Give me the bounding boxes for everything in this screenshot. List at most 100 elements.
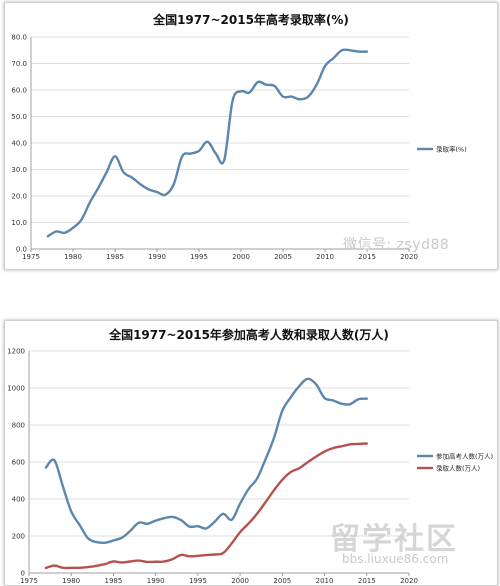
chart1-y-tick-label: 200 [12, 533, 25, 541]
chart0-x-tick-label: 2005 [274, 253, 292, 261]
chart1-data-point [104, 542, 106, 544]
chart1-data-point [87, 537, 89, 539]
chart1-data-point [307, 461, 309, 463]
chart0-data-point [248, 92, 250, 94]
chart0-data-point [265, 84, 267, 86]
chart0-y-tick-label: 80.0 [11, 34, 27, 42]
chart0-data-point [358, 51, 360, 53]
chart1-data-point [324, 450, 326, 453]
chart0-data-point [274, 85, 276, 87]
chart0-y-tick-label: 0.0 [16, 246, 27, 254]
chart1-data-point [138, 522, 140, 524]
chart1-x-tick-label: 2010 [316, 577, 334, 585]
chart0-data-point [257, 81, 259, 83]
chart-applicants-admitted-svg: 全国1977~2015年参加高考人数和录取人数(万人) 0 200 400 600 800… [7, 327, 493, 585]
chart0-y-tick-label: 50.0 [11, 113, 27, 121]
chart1-x-tick-label: 1995 [189, 577, 207, 585]
chart1-data-point [281, 410, 283, 412]
chart1-data-point [146, 523, 148, 525]
chart1-x-tick-label: 2005 [273, 577, 291, 585]
chart0-data-point [324, 65, 326, 67]
chart0-data-point [198, 150, 200, 152]
chart0-data-point [156, 191, 158, 193]
chart0-data-point [72, 227, 74, 229]
chart0-data-point [282, 96, 284, 98]
chart0-data-point [223, 159, 225, 161]
chart1-data-point [239, 531, 241, 533]
chart0-data-point [341, 49, 343, 51]
chart0-data-point [316, 84, 318, 86]
chart0-title: 全国1977~2015年高考录取率(%) [152, 12, 349, 27]
chart0-data-point [232, 100, 234, 102]
chart1-data-point [163, 560, 165, 563]
chart1-data-point [205, 527, 207, 529]
chart1-data-point [222, 513, 224, 515]
chart1-data-point [264, 459, 266, 461]
chart1-y-tick-label: 1000 [7, 385, 25, 393]
chart0-y-tick-label: 70.0 [11, 60, 27, 68]
chart0-data-point [89, 202, 91, 204]
chart0-x-tick-label: 2010 [316, 253, 334, 261]
chart1-data-point [290, 471, 292, 473]
chart1-data-point [180, 554, 182, 556]
chart1-data-point [129, 560, 131, 563]
chart1-data-point [121, 561, 123, 564]
chart1-x-tick-label: 1980 [62, 577, 80, 585]
chart1-y-tick-label: 800 [12, 422, 25, 430]
chart0-legend-label: 录取率(%) [436, 144, 467, 153]
watermark-liuxue-url: bbs.liuxue86.com [342, 552, 449, 566]
chart1-data-point [273, 437, 275, 439]
chart1-data-point [62, 485, 64, 487]
chart0-data-point [240, 90, 242, 92]
chart1-data-point [155, 520, 157, 522]
chart1-data-point [197, 525, 199, 527]
chart1-x-tick-label: 1990 [147, 577, 165, 585]
chart1-data-point [53, 459, 55, 461]
chart1-y-tick-label: 1200 [7, 348, 25, 356]
chart0-data-point [114, 155, 116, 157]
chart0-y-tick-label: 60.0 [11, 87, 27, 95]
chart1-legend-label: 参加高考人数(万人) [436, 451, 493, 460]
chart1-data-point [112, 539, 114, 541]
watermark-wechat: 微信号: zsyd88 [343, 237, 450, 253]
chart1-y-tick-label: 400 [12, 496, 25, 504]
chart1-series-line-1 [44, 377, 368, 544]
chart0-y-tick-label: 40.0 [11, 140, 27, 148]
chart0-data-point [173, 183, 175, 185]
chart-admission-rate-svg: 全国1977~2015年高考录取率(%) 0.0 10.0 20.0 30.0 40.0 5… [11, 12, 467, 261]
chart1-data-point [138, 560, 140, 562]
chart1-x-tick-label: 1985 [105, 577, 123, 585]
chart1-data-point [70, 510, 72, 512]
chart0-data-point [181, 155, 183, 157]
chart1-x-tick-label: 2020 [400, 577, 418, 585]
chart1-data-point [70, 567, 72, 569]
chart1-x-tick-label: 2000 [231, 577, 249, 585]
chart1-data-point [366, 398, 368, 400]
chart1-data-point [298, 385, 300, 387]
chart0-data-point [55, 230, 57, 233]
chart1-data-point [357, 443, 359, 445]
chart1-data-point [79, 567, 81, 569]
chart0-data-point [97, 187, 99, 189]
chart0-data-point [139, 183, 141, 185]
chart1-data-point [298, 467, 300, 469]
chart0-data-point [206, 141, 208, 143]
chart0-x-tick-label: 1980 [64, 253, 82, 261]
chart0-data-point [332, 57, 334, 59]
chart1-data-point [315, 456, 317, 458]
chart0-y-tick-label: 20.0 [11, 193, 27, 201]
chart0-x-tick-label: 1975 [22, 253, 40, 261]
chart1-x-tick-label: 2015 [358, 577, 376, 585]
chart1-data-point [264, 501, 266, 503]
chart1-data-point [248, 522, 250, 524]
chart0-x-tick-label: 1995 [190, 253, 208, 261]
chart0-data-point [80, 219, 82, 221]
chart1-legend-label: 录取人数(万人) [436, 463, 480, 472]
chart1-x-tick-label: 1975 [20, 577, 38, 585]
chart1-data-point [146, 561, 148, 563]
chart1-data-point [239, 503, 241, 505]
chart1-data-point [104, 563, 106, 565]
chart1-data-point [340, 445, 342, 447]
chart1-data-point [45, 467, 47, 469]
chart1-data-point [197, 555, 199, 557]
